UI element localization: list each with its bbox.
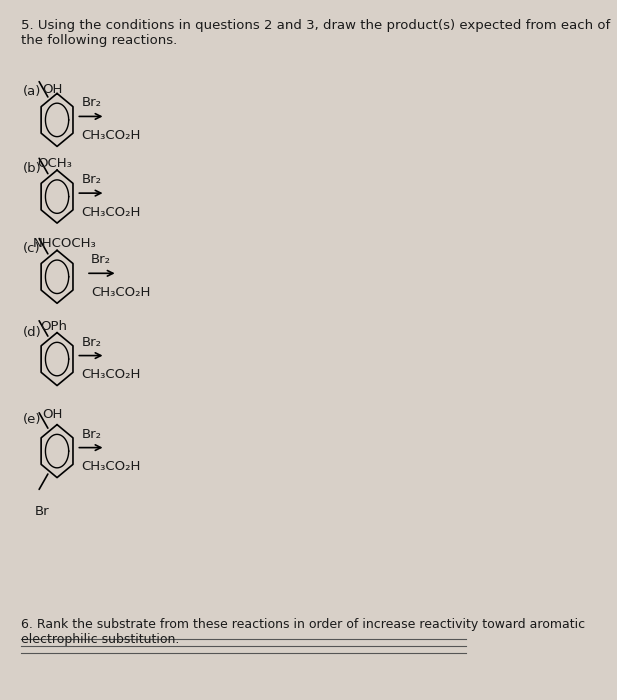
Text: (b): (b) (23, 162, 42, 175)
Text: CH₃CO₂H: CH₃CO₂H (91, 286, 151, 299)
Text: (c): (c) (23, 242, 41, 255)
Text: OCH₃: OCH₃ (38, 157, 73, 170)
Text: OH: OH (43, 83, 63, 95)
Text: (e): (e) (23, 413, 42, 426)
Text: CH₃CO₂H: CH₃CO₂H (81, 368, 141, 381)
Text: OH: OH (43, 408, 63, 421)
Text: Br₂: Br₂ (81, 97, 101, 109)
Text: CH₃CO₂H: CH₃CO₂H (81, 129, 141, 142)
Text: 5. Using the conditions in questions 2 and 3, draw the product(s) expected from : 5. Using the conditions in questions 2 a… (21, 19, 610, 47)
Text: Br: Br (35, 505, 49, 518)
Text: CH₃CO₂H: CH₃CO₂H (81, 460, 141, 473)
Text: Br₂: Br₂ (81, 173, 101, 186)
Text: Br₂: Br₂ (81, 428, 101, 440)
Text: OPh: OPh (40, 321, 67, 333)
Text: (a): (a) (23, 85, 41, 98)
Text: 6. Rank the substrate from these reactions in order of increase reactivity towar: 6. Rank the substrate from these reactio… (21, 618, 585, 646)
Text: (d): (d) (23, 326, 42, 339)
Text: Br₂: Br₂ (81, 335, 101, 349)
Text: CH₃CO₂H: CH₃CO₂H (81, 206, 141, 218)
Text: Br₂: Br₂ (91, 253, 111, 266)
Text: NHCOCH₃: NHCOCH₃ (33, 237, 97, 251)
